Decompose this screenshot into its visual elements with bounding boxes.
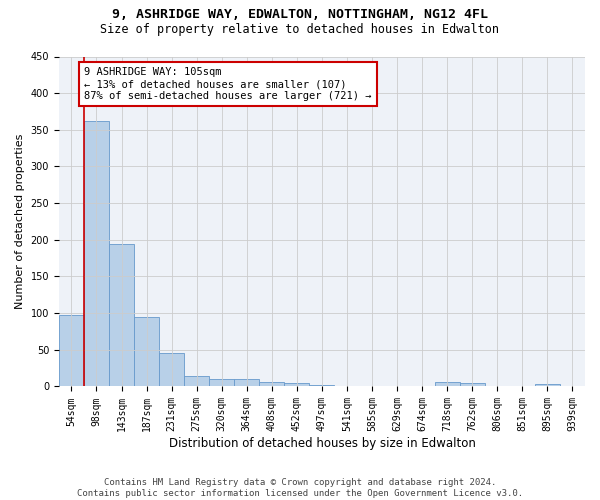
Bar [84, 121, 109, 386]
Bar [134, 317, 159, 386]
Text: Contains HM Land Registry data © Crown copyright and database right 2024.
Contai: Contains HM Land Registry data © Crown c… [77, 478, 523, 498]
Bar [109, 244, 134, 386]
Text: Size of property relative to detached houses in Edwalton: Size of property relative to detached ho… [101, 22, 499, 36]
Bar [159, 352, 184, 386]
Bar [184, 376, 209, 386]
Bar [209, 379, 234, 386]
Bar [434, 382, 460, 386]
X-axis label: Distribution of detached houses by size in Edwalton: Distribution of detached houses by size … [169, 437, 475, 450]
Text: 9 ASHRIDGE WAY: 105sqm
← 13% of detached houses are smaller (107)
87% of semi-de: 9 ASHRIDGE WAY: 105sqm ← 13% of detached… [85, 68, 372, 100]
Bar [259, 382, 284, 386]
Bar [59, 316, 84, 386]
Bar [310, 385, 334, 386]
Bar [234, 379, 259, 386]
Bar [284, 383, 310, 386]
Bar [460, 383, 485, 386]
Y-axis label: Number of detached properties: Number of detached properties [15, 134, 25, 309]
Bar [535, 384, 560, 386]
Text: 9, ASHRIDGE WAY, EDWALTON, NOTTINGHAM, NG12 4FL: 9, ASHRIDGE WAY, EDWALTON, NOTTINGHAM, N… [112, 8, 488, 20]
